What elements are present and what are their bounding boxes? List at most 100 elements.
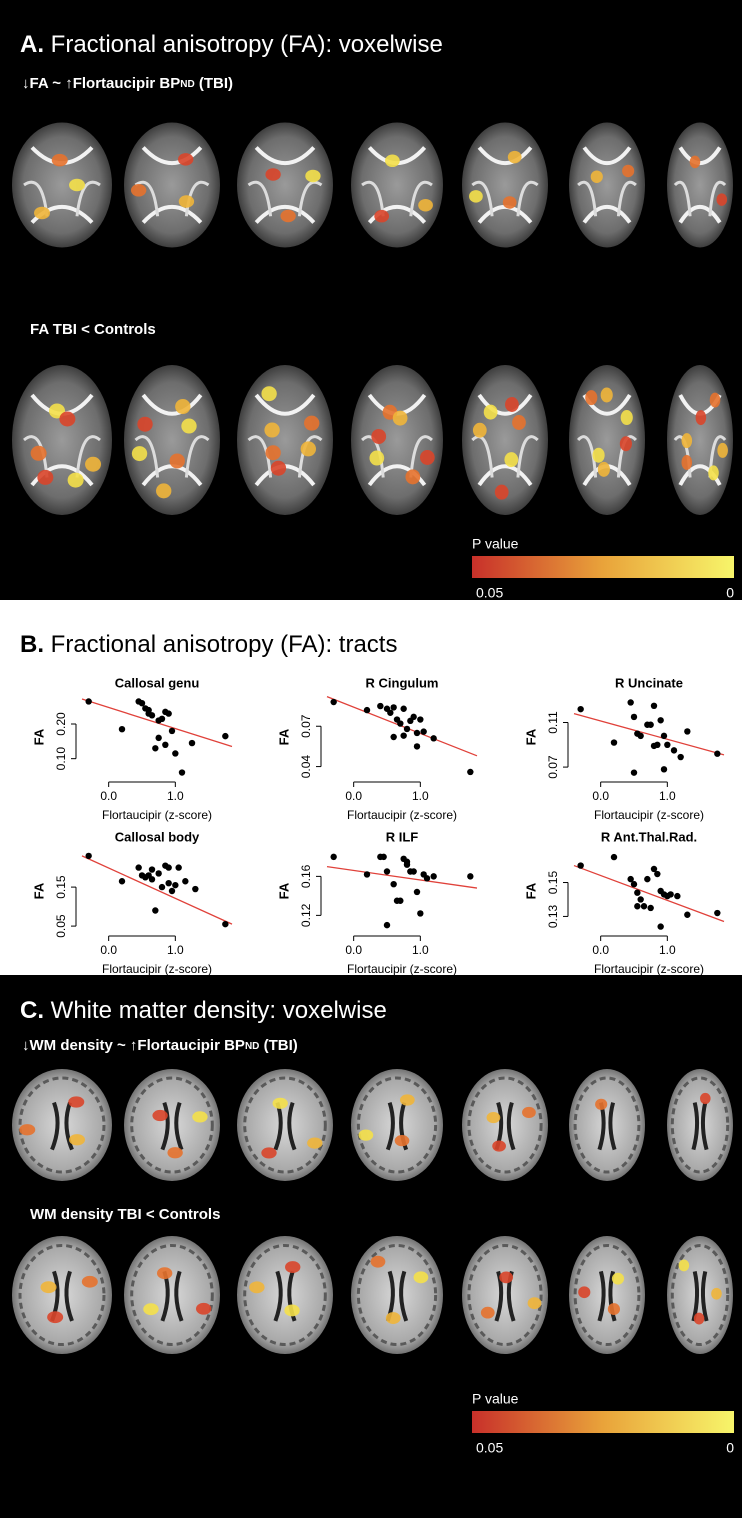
significance-blob [694,1313,705,1325]
brain-outline [462,123,548,248]
significance-blob [170,453,185,468]
significance-blob [690,156,701,169]
panel-label: C. [20,997,44,1024]
data-point [420,728,426,734]
brain-slice [124,365,220,515]
brain-outline [124,365,220,515]
data-point [165,880,171,886]
brain-outline [237,123,333,248]
significance-blob [528,1297,542,1309]
data-point [222,733,228,739]
data-point [647,722,653,728]
x-tick-label: 0.0 [100,943,117,957]
significance-blob [301,441,316,456]
data-point [152,907,158,913]
brain-outline [12,365,112,515]
colorbar [472,1411,734,1433]
subtitle-text: ↓FA ~ ↑Flortaucipir BP [22,75,180,92]
data-point [384,868,390,874]
panel-label: B. [20,631,44,658]
x-axis-label: Flortaucipir (z-score) [347,808,457,822]
significance-blob [196,1303,211,1315]
colorbar-title: P value [472,1391,519,1407]
significance-blob [595,1099,607,1110]
brain-slice [667,365,733,515]
data-point [657,923,663,929]
brain-slice [569,365,645,515]
subtitle-text: (TBI) [195,75,233,92]
data-point [377,703,383,709]
data-point [159,716,165,722]
data-point [364,707,370,713]
x-tick-label: 0.0 [345,943,362,957]
data-point [467,769,473,775]
significance-blob [503,196,517,209]
data-point [364,871,370,877]
significance-blob [484,405,498,420]
colorbar-title: P value [472,536,519,552]
y-tick-label: 0.05 [54,914,68,938]
data-point [145,710,151,716]
data-point [182,878,188,884]
data-point [387,710,393,716]
significance-blob [504,452,518,467]
brain-slice [462,1236,548,1354]
significance-blob [487,1112,501,1123]
brain-outline [351,365,443,515]
data-point [155,735,161,741]
y-tick-label: 0.15 [54,875,68,899]
significance-blob [41,1281,57,1293]
brain-outline [569,365,645,515]
significance-blob [131,184,146,197]
data-point [714,751,720,757]
data-point [410,714,416,720]
x-axis-label: Flortaucipir (z-score) [102,808,212,822]
brain-slice [124,1069,220,1181]
brain-slice [569,123,645,248]
data-point [611,739,617,745]
panel-c-title: C. White matter density: voxelwise [20,997,387,1024]
significance-blob [152,1110,167,1121]
x-tick-label: 1.0 [659,789,676,803]
data-point [222,921,228,927]
significance-blob [420,450,435,465]
significance-blob [280,210,295,223]
significance-blob [273,1098,288,1109]
plot-title: Callosal genu [115,675,200,690]
data-point [714,910,720,916]
data-point [172,750,178,756]
data-point [404,726,410,732]
significance-blob [385,155,400,168]
data-point [430,873,436,879]
y-axis-label: FA [31,728,46,745]
data-point [577,706,583,712]
significance-blob [696,410,707,425]
significance-blob [591,170,603,183]
significance-blob [598,462,610,477]
x-axis-label: Flortaucipir (z-score) [594,962,704,976]
significance-blob [68,1096,84,1107]
brain-slice [462,123,548,248]
x-axis-label: Flortaucipir (z-score) [594,808,704,822]
significance-blob [700,1093,711,1104]
y-axis-label: FA [276,882,291,899]
data-point [641,903,647,909]
data-point [175,864,181,870]
significance-blob [68,473,84,488]
data-point [651,703,657,709]
brain-slice [569,1236,645,1354]
significance-blob [622,165,634,178]
data-point [631,714,637,720]
plot-title: R ILF [386,829,419,844]
subtitle-text: (TBI) [259,1037,297,1054]
title-text: White matter density: voxelwise [51,997,387,1024]
brain-slice [351,365,443,515]
significance-blob [716,193,727,206]
significance-blob [679,1260,690,1272]
significance-blob [175,399,190,414]
data-point [189,740,195,746]
significance-blob [371,429,386,444]
data-point [654,871,660,877]
significance-blob [512,415,526,430]
significance-blob [400,1094,415,1105]
